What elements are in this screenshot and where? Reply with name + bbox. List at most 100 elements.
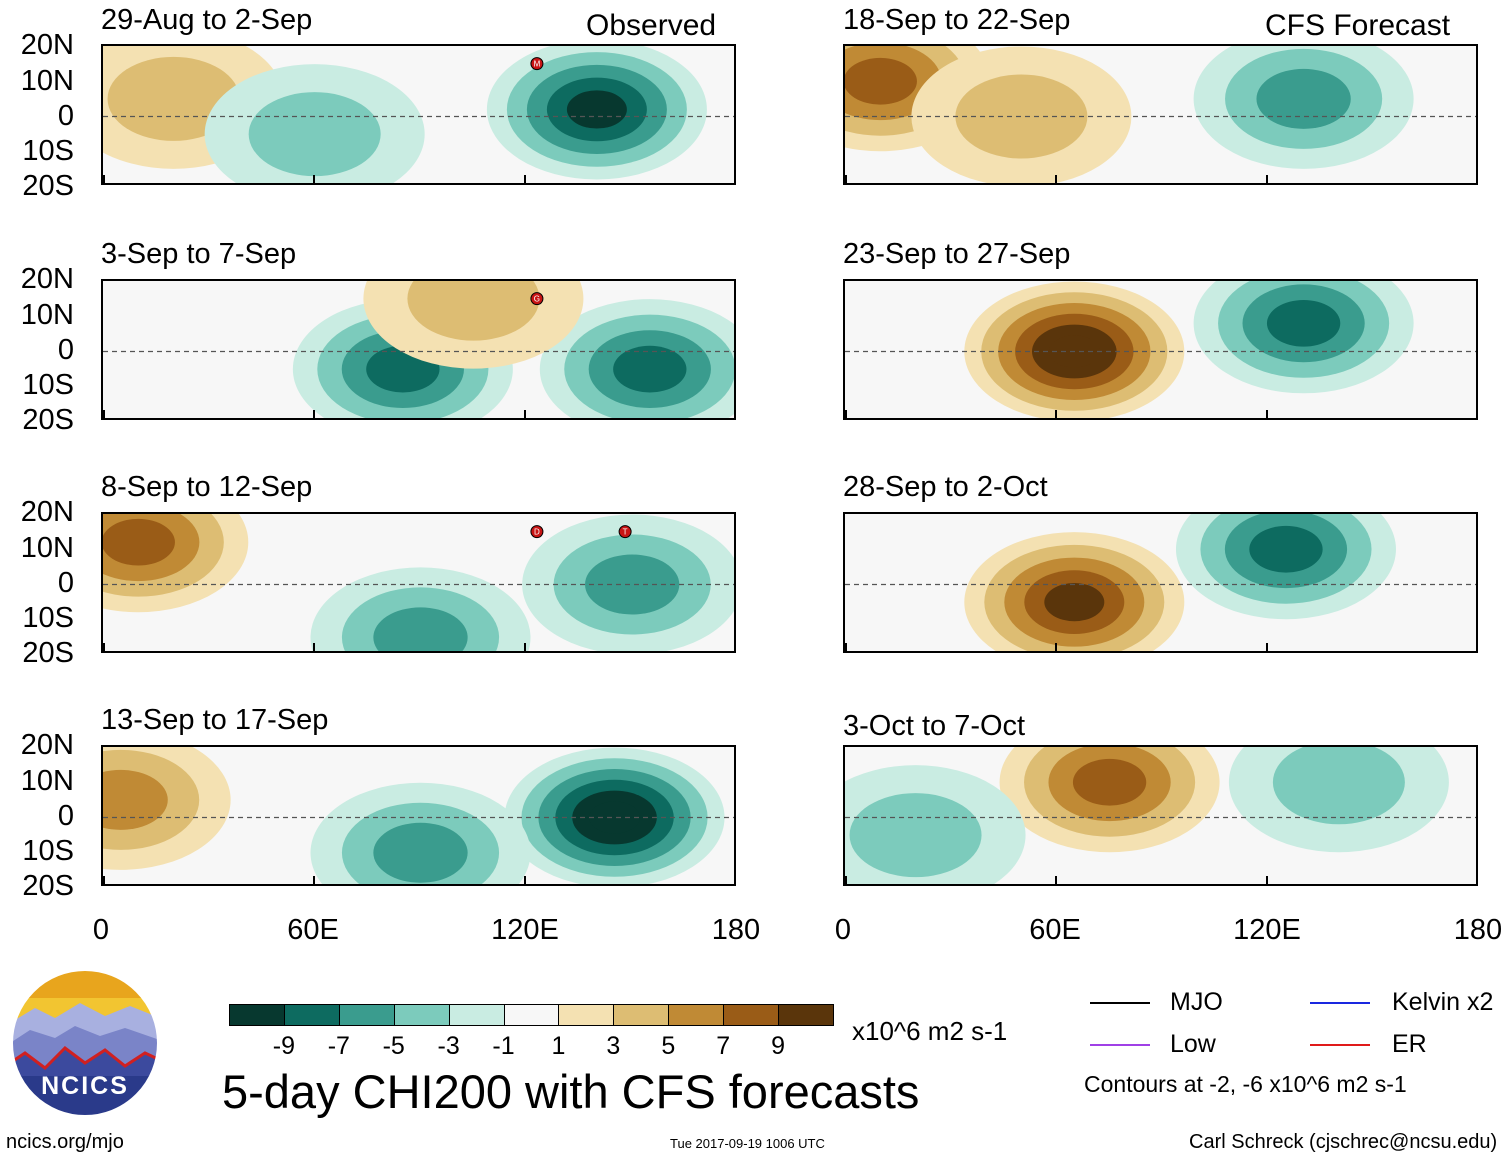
x-tick-mark bbox=[845, 175, 847, 183]
contour-note: Contours at -2, -6 x10^6 m2 s-1 bbox=[1084, 1071, 1407, 1097]
x-tick-label: 120E bbox=[1233, 914, 1301, 946]
colorbar-swatch bbox=[283, 1004, 340, 1026]
kelvin-legend-label: Kelvin x2 bbox=[1392, 988, 1494, 1016]
x-tick-label: 120E bbox=[491, 914, 559, 946]
x-tick-mark bbox=[1265, 876, 1268, 884]
panel-plot: G bbox=[103, 281, 734, 418]
panel-plot bbox=[845, 747, 1476, 884]
panel-title: 13-Sep to 17-Sep bbox=[101, 704, 329, 736]
x-tick-mark bbox=[1476, 876, 1478, 884]
anomaly-contour bbox=[248, 92, 381, 177]
x-tick-mark bbox=[1055, 410, 1058, 418]
map-panel bbox=[843, 745, 1478, 886]
y-tick-label: 0 bbox=[57, 567, 74, 599]
colorbar-tick-label: 3 bbox=[606, 1032, 621, 1060]
x-tick-mark bbox=[103, 643, 105, 651]
colorbar-swatch bbox=[229, 1004, 285, 1026]
colorbar-swatch bbox=[778, 1004, 834, 1026]
logo-text: NCICS bbox=[41, 1072, 129, 1100]
colorbar-swatch bbox=[668, 1004, 725, 1026]
anomaly-contour bbox=[1266, 299, 1341, 347]
panel-title: 28-Sep to 2-Oct bbox=[843, 471, 1048, 503]
colorbar-tick-label: 9 bbox=[771, 1032, 786, 1060]
panel-title: 3-Sep to 7-Sep bbox=[101, 238, 297, 270]
x-tick-label: 0 bbox=[834, 914, 852, 946]
x-tick-mark bbox=[523, 876, 526, 884]
x-tick-mark bbox=[734, 643, 736, 651]
colorbar-swatch bbox=[448, 1004, 505, 1026]
y-tick-label: 10N bbox=[20, 299, 74, 331]
panel-title: 23-Sep to 27-Sep bbox=[843, 238, 1071, 270]
anomaly-contour bbox=[589, 801, 640, 834]
x-tick-mark bbox=[1055, 876, 1058, 884]
x-tick-mark bbox=[523, 643, 526, 651]
footer-url[interactable]: ncics.org/mjo bbox=[6, 1131, 124, 1153]
panel-plot bbox=[845, 281, 1476, 418]
panel-plot bbox=[103, 747, 734, 884]
anomaly-contour bbox=[103, 518, 175, 566]
storm-label: D bbox=[534, 528, 540, 537]
x-tick-label: 60E bbox=[1029, 914, 1081, 946]
x-tick-mark bbox=[103, 175, 105, 183]
anomaly-contour bbox=[407, 281, 540, 341]
y-tick-label: 0 bbox=[57, 100, 74, 132]
anomaly-contour bbox=[373, 607, 468, 651]
anomaly-contour bbox=[1249, 525, 1323, 573]
colorbar-swatch bbox=[723, 1004, 780, 1026]
colorbar-tick-label: -5 bbox=[382, 1032, 405, 1060]
colorbar-tick-label: 1 bbox=[551, 1032, 566, 1060]
y-tick-label: 20N bbox=[20, 729, 74, 761]
storm-marker: T bbox=[618, 525, 632, 539]
colorbar-tick-label: 5 bbox=[661, 1032, 676, 1060]
storm-label: M bbox=[534, 60, 541, 69]
anomaly-contour bbox=[566, 90, 627, 129]
anomaly-contour bbox=[1272, 747, 1405, 825]
y-tick-label: 20N bbox=[20, 29, 74, 61]
anomaly-contour bbox=[613, 345, 687, 393]
x-tick-mark bbox=[845, 876, 847, 884]
anomaly-contour bbox=[585, 554, 680, 615]
panel-plot: M bbox=[103, 46, 734, 183]
anomaly-contour bbox=[1256, 68, 1351, 129]
colorbar-tick-label: -9 bbox=[272, 1032, 296, 1060]
x-tick-mark bbox=[313, 175, 316, 183]
y-tick-label: 20N bbox=[20, 496, 74, 528]
x-tick-mark bbox=[734, 876, 736, 884]
x-tick-mark bbox=[313, 643, 316, 651]
colorbar-tick-label: -3 bbox=[437, 1032, 460, 1060]
x-tick-mark bbox=[845, 643, 847, 651]
x-tick-mark bbox=[313, 876, 316, 884]
panel-title: 18-Sep to 22-Sep bbox=[843, 4, 1071, 36]
colorbar-swatch bbox=[503, 1004, 560, 1026]
x-tick-mark bbox=[523, 410, 526, 418]
er-legend-label: ER bbox=[1392, 1030, 1427, 1058]
x-tick-mark bbox=[1265, 410, 1268, 418]
storm-marker: M bbox=[530, 57, 544, 71]
x-tick-mark bbox=[523, 175, 526, 183]
anomaly-contour bbox=[849, 793, 982, 878]
x-tick-mark bbox=[845, 410, 847, 418]
colorbar bbox=[229, 1004, 834, 1028]
map-panel bbox=[101, 745, 736, 886]
storm-marker: G bbox=[530, 292, 544, 306]
x-tick-label: 180 bbox=[1453, 914, 1503, 946]
map-panel: M bbox=[101, 44, 736, 185]
y-tick-label: 20S bbox=[22, 637, 74, 669]
panel-title: 29-Aug to 2-Sep bbox=[101, 4, 313, 36]
y-tick-label: 0 bbox=[57, 334, 74, 366]
colorbar-units: x10^6 m2 s-1 bbox=[852, 1016, 1008, 1046]
x-tick-mark bbox=[734, 410, 736, 418]
y-tick-label: 20S bbox=[22, 870, 74, 902]
mjo-legend-label: MJO bbox=[1170, 988, 1223, 1016]
panel-plot bbox=[845, 514, 1476, 651]
x-tick-mark bbox=[1476, 410, 1478, 418]
panel-plot bbox=[845, 46, 1476, 183]
observed-column-header: Observed bbox=[586, 9, 717, 42]
y-tick-label: 0 bbox=[57, 800, 74, 832]
ncics-logo: NCICS bbox=[10, 968, 160, 1118]
x-tick-mark bbox=[1265, 643, 1268, 651]
y-tick-label: 20N bbox=[20, 263, 74, 295]
colorbar-swatch bbox=[393, 1004, 450, 1026]
panel-title: 3-Oct to 7-Oct bbox=[843, 710, 1026, 742]
